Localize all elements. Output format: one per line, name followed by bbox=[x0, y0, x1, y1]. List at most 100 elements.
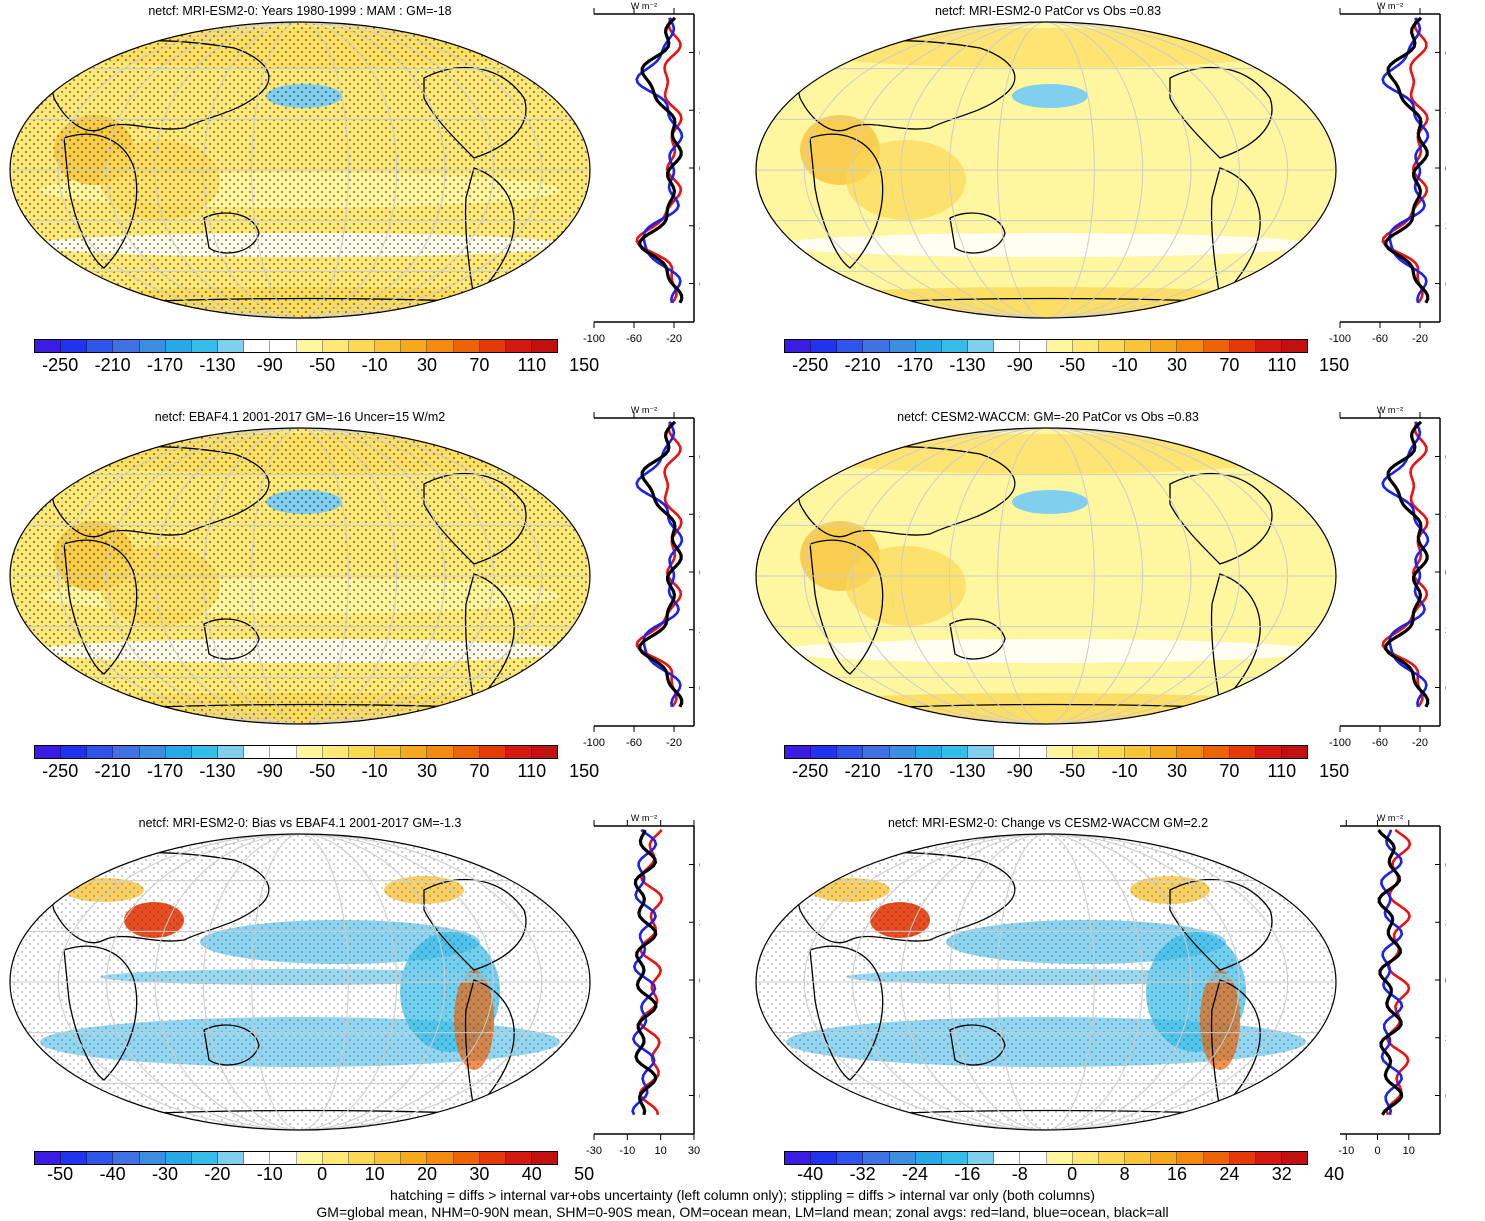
panel-4-colorbar bbox=[784, 745, 1308, 759]
graticule-meridian bbox=[202, 834, 398, 1130]
zonal-lat-label: 30N bbox=[699, 917, 700, 929]
colorbar-label: -50 bbox=[309, 761, 336, 781]
colorbar-label: -130 bbox=[949, 355, 986, 375]
zonal-lat-label: 0 bbox=[699, 975, 700, 987]
colorbar-swatch bbox=[479, 1152, 506, 1164]
colorbar-swatch bbox=[863, 746, 890, 758]
colorbar-swatch bbox=[1151, 1152, 1178, 1164]
graticule-meridian bbox=[251, 428, 349, 724]
colorbar-swatch bbox=[244, 340, 271, 352]
colorbar-label: -170 bbox=[896, 761, 934, 781]
colorbar-label: -250 bbox=[792, 761, 829, 781]
colorbar-swatch bbox=[1072, 340, 1099, 352]
coastline bbox=[43, 445, 270, 538]
panel-6-zonal-plot: W m⁻² 60N 30N 0 30S 60S -10 0 10 bbox=[1326, 812, 1465, 1169]
colorbar-label: -50 bbox=[1059, 355, 1086, 375]
zonal-x-label: -20 bbox=[666, 737, 682, 749]
zonal-lat-label: 30S bbox=[699, 1033, 700, 1045]
colorbar-label: -50 bbox=[47, 1164, 74, 1184]
colorbar-swatch bbox=[1072, 1152, 1099, 1164]
colorbar-swatch bbox=[968, 746, 995, 758]
field-region bbox=[786, 434, 1306, 474]
colorbar-label: -170 bbox=[896, 355, 934, 375]
panel-2-title: netcf: MRI-ESM2-0 PatCor vs Obs =0.83 bbox=[934, 4, 1162, 18]
panel-1-title: netcf: MRI-ESM2-0: Years 1980-1999 : MAM… bbox=[148, 4, 452, 18]
colorbar-label: -40 bbox=[797, 1164, 824, 1184]
colorbar-label: 150 bbox=[1319, 355, 1350, 375]
coastline bbox=[43, 851, 270, 944]
colorbar-swatch bbox=[113, 1152, 140, 1164]
colorbar-swatch bbox=[1151, 340, 1178, 352]
panel-4-zonal-plot: W m⁻² 60N 30N 0 30S 60S -100 -60 -20 bbox=[1326, 404, 1465, 761]
field-region bbox=[766, 693, 1326, 723]
zonal-unit-label: W m⁻² bbox=[631, 813, 657, 823]
colorbar-label: -250 bbox=[792, 355, 829, 375]
colorbar-swatch bbox=[811, 1152, 838, 1164]
colorbar-label: -10 bbox=[1111, 355, 1138, 375]
zonal-lat-label: 30N bbox=[1445, 917, 1446, 929]
graticule-meridian bbox=[900, 22, 1192, 318]
colorbar-label: 110 bbox=[1267, 355, 1297, 375]
panel-4-title: netcf: CESM2-WACCM: GM=-20 PatCor vs Obs… bbox=[897, 410, 1199, 424]
coastline bbox=[1210, 573, 1261, 706]
graticule-meridian bbox=[997, 428, 1095, 724]
field-region bbox=[1012, 490, 1088, 514]
colorbar-swatch bbox=[348, 1152, 376, 1164]
graticule-meridian bbox=[852, 428, 1240, 724]
colorbar-swatch bbox=[322, 1152, 349, 1164]
colorbar-swatch bbox=[889, 1152, 916, 1164]
colorbar-label: 0 bbox=[317, 1164, 328, 1184]
colorbar-label: 70 bbox=[1219, 355, 1240, 375]
colorbar-swatch bbox=[785, 746, 812, 758]
colorbar-swatch bbox=[811, 340, 838, 352]
zonal-lat-label: 60N bbox=[1445, 452, 1446, 464]
zonal-lat-label: 30S bbox=[699, 625, 700, 637]
coastline bbox=[464, 167, 515, 300]
zonal-x-label: -60 bbox=[1372, 737, 1388, 749]
colorbar-swatch bbox=[505, 340, 532, 352]
zonal-x-label: -10 bbox=[619, 1145, 635, 1157]
colorbar-label: -210 bbox=[94, 761, 131, 781]
colorbar-swatch bbox=[889, 746, 916, 758]
panel-3-colorbar bbox=[34, 745, 558, 759]
coastline bbox=[789, 39, 1016, 132]
field-region bbox=[776, 639, 1316, 663]
colorbar-swatch bbox=[113, 746, 140, 758]
zonal-lat-label: 30S bbox=[1445, 625, 1446, 637]
colorbar-swatch bbox=[785, 1152, 812, 1164]
graticule-meridian bbox=[202, 22, 398, 318]
colorbar-swatch bbox=[375, 1152, 402, 1164]
panel-3-map bbox=[4, 424, 596, 728]
colorbar-swatch bbox=[837, 746, 864, 758]
map-border bbox=[9, 427, 591, 725]
colorbar-swatch bbox=[218, 1152, 245, 1164]
colorbar-swatch bbox=[61, 340, 88, 352]
zonal-unit-label: W m⁻² bbox=[631, 405, 657, 415]
zonal-all-line bbox=[638, 16, 684, 304]
colorbar-label: -50 bbox=[309, 355, 336, 375]
colorbar-swatch bbox=[863, 1152, 890, 1164]
coastline bbox=[464, 979, 515, 1112]
zonal-ocean-line bbox=[631, 828, 658, 1116]
colorbar-swatch bbox=[531, 746, 558, 758]
coastline bbox=[63, 133, 138, 269]
colorbar-label: 110 bbox=[517, 355, 547, 375]
colorbar-label: 32 bbox=[1271, 1164, 1292, 1184]
panel-1-colorbar bbox=[34, 339, 558, 353]
colorbar-swatch bbox=[1125, 1152, 1152, 1164]
zonal-x-label: -20 bbox=[1412, 333, 1428, 345]
colorbar-swatch bbox=[139, 340, 166, 352]
colorbar-swatch bbox=[1046, 340, 1073, 352]
zonal-lat-label: 60N bbox=[699, 48, 700, 60]
colorbar-swatch bbox=[889, 340, 916, 352]
zonal-unit-label: W m⁻² bbox=[1377, 813, 1403, 823]
colorbar-label: -250 bbox=[42, 761, 79, 781]
colorbar-swatch bbox=[375, 746, 402, 758]
zonal-x-label: 30 bbox=[688, 1145, 700, 1157]
colorbar-label: -130 bbox=[199, 761, 236, 781]
colorbar-label: -170 bbox=[146, 355, 184, 375]
colorbar-swatch bbox=[348, 340, 376, 352]
panel-3-title: netcf: EBAF4.1 2001-2017 GM=-16 Uncer=15… bbox=[154, 410, 446, 424]
panel-4-colorbar-labels: -250 -210 -170 -130 -90 -50 -10 30 70 110 150 bbox=[784, 761, 1349, 781]
zonal-x-label: 10 bbox=[1403, 1145, 1415, 1157]
